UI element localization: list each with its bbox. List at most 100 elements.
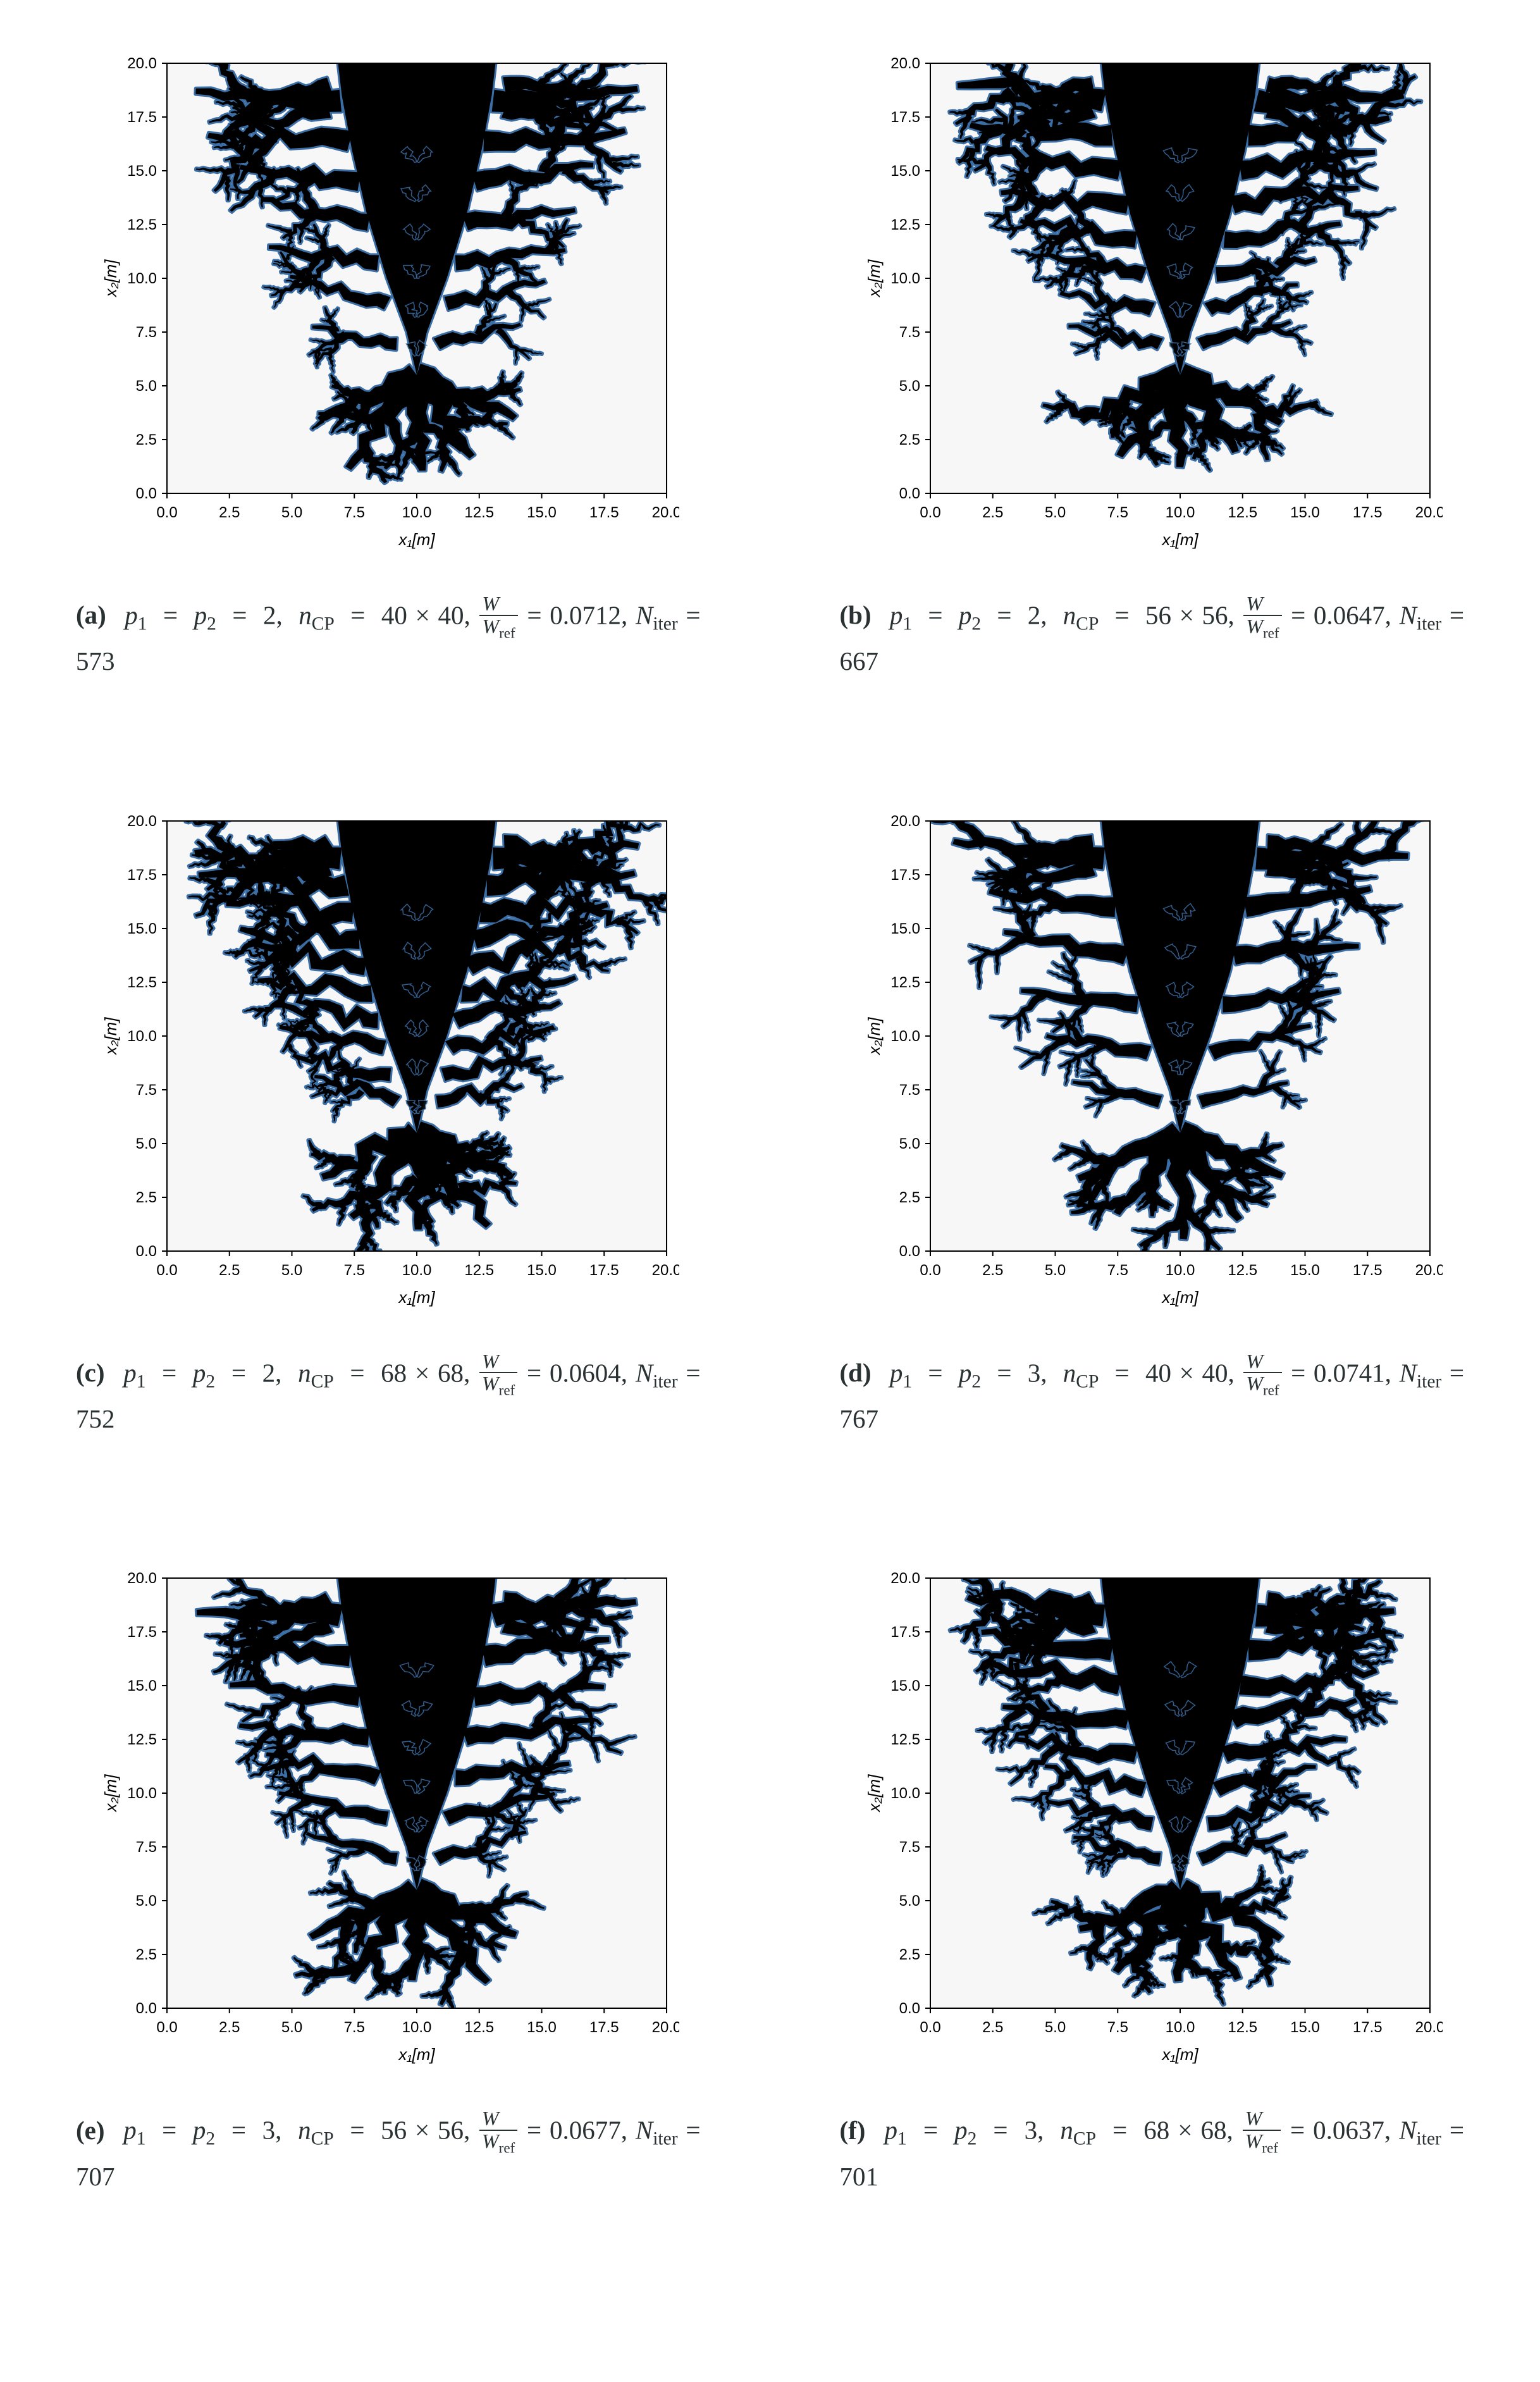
svg-text:15.0: 15.0 — [527, 2019, 557, 2036]
svg-text:0.0: 0.0 — [156, 1262, 177, 1279]
svg-text:12.5: 12.5 — [127, 974, 157, 991]
svg-text:2.5: 2.5 — [982, 1262, 1003, 1279]
subfigure-caption: (b) p1 = p2 = 2, nCP = 56 × 56, WWref = … — [840, 595, 1465, 682]
svg-text:12.5: 12.5 — [891, 974, 921, 991]
svg-text:2.5: 2.5 — [219, 504, 240, 521]
svg-text:x₁[m]: x₁[m] — [1161, 530, 1199, 549]
svg-text:0.0: 0.0 — [156, 504, 177, 521]
svg-text:17.5: 17.5 — [589, 2019, 619, 2036]
svg-text:5.0: 5.0 — [135, 1135, 156, 1152]
svg-text:20.0: 20.0 — [891, 55, 921, 72]
svg-text:5.0: 5.0 — [899, 1135, 920, 1152]
subfigure-panel: 0.02.55.07.510.012.515.017.520.00.02.55.… — [76, 51, 701, 682]
svg-text:x₁[m]: x₁[m] — [1161, 1288, 1199, 1307]
svg-text:x₁[m]: x₁[m] — [397, 1288, 435, 1307]
svg-text:2.5: 2.5 — [219, 1262, 240, 1279]
svg-text:2.5: 2.5 — [219, 2019, 240, 2036]
svg-text:15.0: 15.0 — [1290, 504, 1320, 521]
svg-text:12.5: 12.5 — [127, 1731, 157, 1748]
svg-text:x₁[m]: x₁[m] — [397, 2045, 435, 2064]
subfigure-panel: 0.0 2.5 5.0 7.5 10.0 12.5 15.0 17.5 20.0 0.0 2.5 5.… — [76, 1565, 701, 2197]
svg-text:17.5: 17.5 — [891, 109, 921, 126]
subfigure-tag: (b) — [840, 600, 872, 629]
subfigure-tag: (f) — [840, 2116, 866, 2145]
svg-text:7.5: 7.5 — [899, 1082, 920, 1099]
svg-text:10.0: 10.0 — [402, 1262, 431, 1279]
svg-text:0.0: 0.0 — [920, 504, 941, 521]
svg-text:20.0: 20.0 — [127, 55, 157, 72]
svg-text:5.0: 5.0 — [281, 1262, 302, 1279]
svg-text:5.0: 5.0 — [1045, 1262, 1066, 1279]
svg-text:2.5: 2.5 — [899, 1189, 920, 1206]
svg-text:7.5: 7.5 — [899, 1839, 920, 1856]
svg-text:17.5: 17.5 — [1353, 504, 1383, 521]
svg-text:7.5: 7.5 — [343, 504, 364, 521]
svg-text:17.5: 17.5 — [589, 1262, 619, 1279]
svg-text:10.0: 10.0 — [1166, 504, 1195, 521]
svg-text:x₂[m]: x₂[m] — [101, 1016, 120, 1056]
dendrite-plot: 0.02.55.07.510.012.515.017.520.00.02.55.… — [97, 808, 679, 1314]
svg-text:10.0: 10.0 — [402, 2019, 431, 2036]
svg-text:20.0: 20.0 — [891, 1570, 921, 1587]
subfigure-panel: 0.02.55.07.510.012.515.017.520.00.02.55.… — [840, 1565, 1465, 2197]
subfigure-tag: (d) — [840, 1358, 872, 1387]
svg-text:0.0: 0.0 — [156, 2019, 177, 2036]
svg-text:12.5: 12.5 — [464, 2019, 494, 2036]
svg-text:17.5: 17.5 — [891, 1624, 921, 1641]
svg-text:10.0: 10.0 — [1166, 1262, 1195, 1279]
svg-text:0.0: 0.0 — [135, 2000, 156, 2017]
dendrite-plot: 0.02.55.07.510.012.515.017.520.00.02.55.… — [861, 808, 1443, 1314]
svg-text:7.5: 7.5 — [343, 1262, 364, 1279]
svg-text:7.5: 7.5 — [1107, 2019, 1128, 2036]
svg-text:7.5: 7.5 — [899, 324, 920, 341]
svg-text:17.5: 17.5 — [1353, 1262, 1383, 1279]
svg-text:12.5: 12.5 — [464, 1262, 494, 1279]
subfigure-tag: (c) — [76, 1358, 105, 1387]
subfigure-caption: (c) p1 = p2 = 2, nCP = 68 × 68, WWref = … — [76, 1352, 701, 1440]
svg-text:5.0: 5.0 — [135, 1892, 156, 1910]
svg-text:15.0: 15.0 — [1290, 2019, 1320, 2036]
svg-text:2.5: 2.5 — [135, 1946, 156, 1963]
svg-text:5.0: 5.0 — [281, 2019, 302, 2036]
svg-text:20.0: 20.0 — [651, 1262, 679, 1279]
subfigure-panel: 0.02.55.07.510.012.515.017.520.00.02.55.… — [840, 51, 1465, 682]
svg-text:17.5: 17.5 — [127, 109, 157, 126]
svg-text:20.0: 20.0 — [1415, 1262, 1443, 1279]
svg-text:0.0: 0.0 — [899, 1243, 920, 1260]
svg-text:15.0: 15.0 — [527, 1262, 557, 1279]
svg-text:20.0: 20.0 — [1415, 2019, 1443, 2036]
svg-text:15.0: 15.0 — [527, 504, 557, 521]
svg-text:0.0: 0.0 — [135, 1243, 156, 1260]
svg-text:12.5: 12.5 — [891, 1731, 921, 1748]
svg-text:10.0: 10.0 — [1166, 2019, 1195, 2036]
svg-text:17.5: 17.5 — [589, 504, 619, 521]
svg-text:17.5: 17.5 — [127, 867, 157, 884]
svg-text:2.5: 2.5 — [899, 1946, 920, 1963]
svg-text:20.0: 20.0 — [651, 2019, 679, 2036]
svg-text:7.5: 7.5 — [135, 1082, 156, 1099]
svg-text:2.5: 2.5 — [899, 431, 920, 448]
subfigure-caption: (d) p1 = p2 = 3, nCP = 40 × 40, WWref = … — [840, 1352, 1465, 1440]
svg-text:10.0: 10.0 — [891, 1028, 921, 1045]
svg-text:12.5: 12.5 — [464, 504, 494, 521]
svg-text:5.0: 5.0 — [899, 378, 920, 395]
subfigure-tag: (e) — [76, 2116, 105, 2145]
svg-text:2.5: 2.5 — [982, 2019, 1003, 2036]
svg-text:15.0: 15.0 — [891, 920, 921, 937]
svg-text:20.0: 20.0 — [891, 813, 921, 830]
svg-text:15.0: 15.0 — [127, 163, 157, 180]
svg-text:2.5: 2.5 — [982, 504, 1003, 521]
subfigure-caption: (e) p1 = p2 = 3, nCP = 56 × 56, WWref = … — [76, 2109, 701, 2197]
svg-text:5.0: 5.0 — [1045, 2019, 1066, 2036]
svg-text:0.0: 0.0 — [135, 485, 156, 502]
svg-text:15.0: 15.0 — [1290, 1262, 1320, 1279]
svg-text:12.5: 12.5 — [1228, 2019, 1258, 2036]
svg-text:7.5: 7.5 — [135, 1839, 156, 1856]
dendrite-plot: 0.02.55.07.510.012.515.017.520.00.02.55.… — [861, 51, 1443, 557]
svg-text:10.0: 10.0 — [127, 1785, 157, 1802]
svg-text:17.5: 17.5 — [1353, 2019, 1383, 2036]
svg-text:15.0: 15.0 — [127, 1677, 157, 1694]
svg-text:7.5: 7.5 — [343, 2019, 364, 2036]
svg-text:2.5: 2.5 — [135, 431, 156, 448]
svg-text:7.5: 7.5 — [1107, 504, 1128, 521]
